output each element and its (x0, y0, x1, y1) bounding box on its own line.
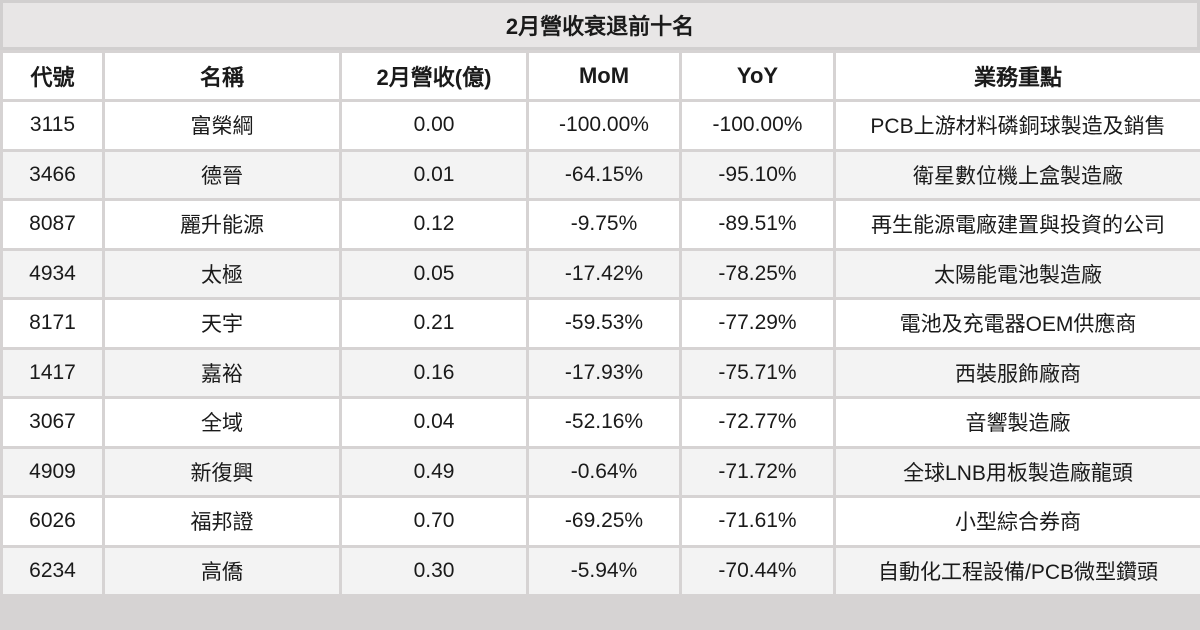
cell-name: 富榮綱 (102, 99, 342, 152)
cell-mom: -69.25% (526, 495, 682, 548)
cell-name: 嘉裕 (102, 346, 342, 399)
header-code: 代號 (0, 50, 105, 102)
cell-business: 音響製造廠 (833, 396, 1200, 449)
cell-revenue: 0.04 (339, 396, 529, 449)
cell-business: PCB上游材料磷銅球製造及銷售 (833, 99, 1200, 152)
cell-code: 8171 (0, 297, 105, 350)
cell-revenue: 0.21 (339, 297, 529, 350)
table-row: 6234 高僑 0.30 -5.94% -70.44% 自動化工程設備/PCB微… (0, 544, 1200, 597)
cell-name: 高僑 (102, 544, 342, 597)
cell-yoy: -75.71% (679, 346, 836, 399)
cell-name: 福邦證 (102, 495, 342, 548)
cell-business: 再生能源電廠建置與投資的公司 (833, 198, 1200, 251)
cell-code: 3466 (0, 148, 105, 201)
cell-revenue: 0.05 (339, 247, 529, 300)
table-row: 8171 天宇 0.21 -59.53% -77.29% 電池及充電器OEM供應… (0, 297, 1200, 350)
cell-mom: -0.64% (526, 445, 682, 498)
cell-revenue: 0.70 (339, 495, 529, 548)
cell-mom: -9.75% (526, 198, 682, 251)
cell-revenue: 0.30 (339, 544, 529, 597)
header-yoy: YoY (679, 50, 836, 102)
cell-revenue: 0.16 (339, 346, 529, 399)
cell-mom: -52.16% (526, 396, 682, 449)
cell-code: 3115 (0, 99, 105, 152)
cell-business: 太陽能電池製造廠 (833, 247, 1200, 300)
cell-code: 1417 (0, 346, 105, 399)
cell-code: 6026 (0, 495, 105, 548)
table-row: 8087 麗升能源 0.12 -9.75% -89.51% 再生能源電廠建置與投… (0, 198, 1200, 251)
header-name: 名稱 (102, 50, 342, 102)
cell-business: 西裝服飾廠商 (833, 346, 1200, 399)
cell-revenue: 0.00 (339, 99, 529, 152)
cell-mom: -17.42% (526, 247, 682, 300)
table-row: 4934 太極 0.05 -17.42% -78.25% 太陽能電池製造廠 (0, 247, 1200, 300)
header-revenue: 2月營收(億) (339, 50, 529, 102)
cell-name: 全域 (102, 396, 342, 449)
cell-code: 6234 (0, 544, 105, 597)
cell-code: 8087 (0, 198, 105, 251)
cell-mom: -17.93% (526, 346, 682, 399)
cell-name: 新復興 (102, 445, 342, 498)
cell-business: 衛星數位機上盒製造廠 (833, 148, 1200, 201)
cell-yoy: -77.29% (679, 297, 836, 350)
cell-mom: -100.00% (526, 99, 682, 152)
cell-mom: -64.15% (526, 148, 682, 201)
cell-mom: -5.94% (526, 544, 682, 597)
cell-revenue: 0.49 (339, 445, 529, 498)
cell-business: 電池及充電器OEM供應商 (833, 297, 1200, 350)
cell-yoy: -100.00% (679, 99, 836, 152)
table-row: 1417 嘉裕 0.16 -17.93% -75.71% 西裝服飾廠商 (0, 346, 1200, 399)
revenue-decline-table: 代號 名稱 2月營收(億) MoM YoY 業務重點 3115 富榮綱 0.00… (0, 50, 1200, 597)
cell-business: 小型綜合券商 (833, 495, 1200, 548)
cell-name: 太極 (102, 247, 342, 300)
header-mom: MoM (526, 50, 682, 102)
header-business: 業務重點 (833, 50, 1200, 102)
cell-yoy: -71.72% (679, 445, 836, 498)
cell-business: 自動化工程設備/PCB微型鑽頭 (833, 544, 1200, 597)
cell-code: 4934 (0, 247, 105, 300)
table-row: 4909 新復興 0.49 -0.64% -71.72% 全球LNB用板製造廠龍… (0, 445, 1200, 498)
cell-yoy: -89.51% (679, 198, 836, 251)
table-title: 2月營收衰退前十名 (0, 0, 1200, 50)
cell-yoy: -70.44% (679, 544, 836, 597)
cell-name: 德晉 (102, 148, 342, 201)
cell-code: 4909 (0, 445, 105, 498)
cell-yoy: -72.77% (679, 396, 836, 449)
cell-name: 天宇 (102, 297, 342, 350)
table-row: 3115 富榮綱 0.00 -100.00% -100.00% PCB上游材料磷… (0, 99, 1200, 152)
cell-code: 3067 (0, 396, 105, 449)
table-row: 3067 全域 0.04 -52.16% -72.77% 音響製造廠 (0, 396, 1200, 449)
cell-yoy: -78.25% (679, 247, 836, 300)
cell-business: 全球LNB用板製造廠龍頭 (833, 445, 1200, 498)
table-row: 6026 福邦證 0.70 -69.25% -71.61% 小型綜合券商 (0, 495, 1200, 548)
table-row: 3466 德晉 0.01 -64.15% -95.10% 衛星數位機上盒製造廠 (0, 148, 1200, 201)
cell-revenue: 0.12 (339, 198, 529, 251)
header-row: 代號 名稱 2月營收(億) MoM YoY 業務重點 (0, 50, 1200, 102)
cell-name: 麗升能源 (102, 198, 342, 251)
cell-yoy: -71.61% (679, 495, 836, 548)
cell-yoy: -95.10% (679, 148, 836, 201)
cell-mom: -59.53% (526, 297, 682, 350)
cell-revenue: 0.01 (339, 148, 529, 201)
